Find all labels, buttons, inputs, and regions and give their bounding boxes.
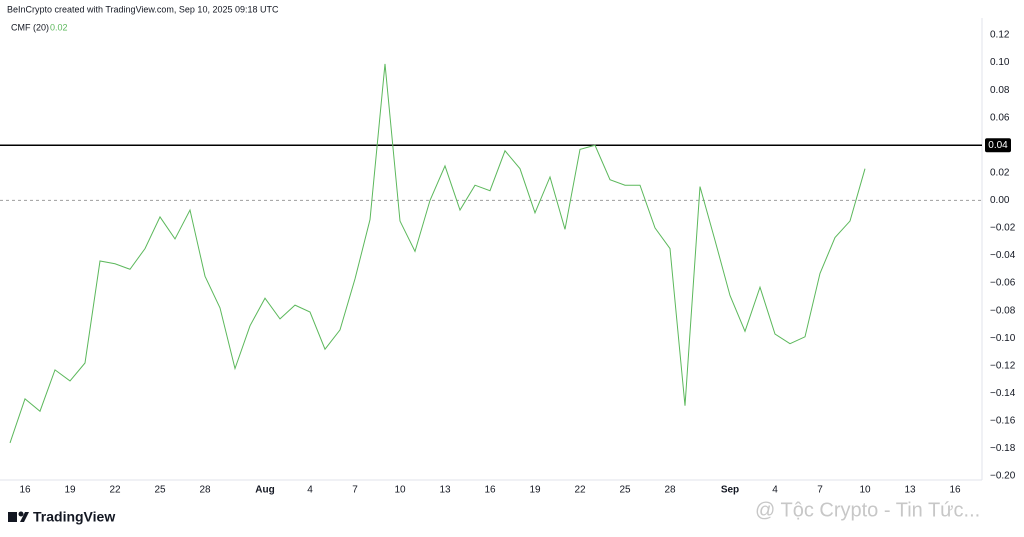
y-tick-label: −0.16 [990, 416, 1016, 427]
x-tick-label: 25 [619, 485, 631, 496]
x-tick-label: 16 [19, 485, 31, 496]
cmf-line [9, 63, 866, 444]
x-tick-label: 13 [904, 485, 916, 496]
x-tick-label: 28 [199, 485, 211, 496]
x-tick-label: 22 [574, 485, 586, 496]
y-tick-label: −0.18 [990, 443, 1016, 454]
x-tick-label: 19 [64, 485, 76, 496]
logo: TradingView [8, 509, 115, 525]
x-tick-label: 25 [154, 485, 166, 496]
header: BeInCrypto created with TradingView.com,… [7, 4, 279, 14]
logo-text: TradingView [33, 509, 115, 525]
x-tick-label: 16 [484, 485, 496, 496]
y-tick-label: 0.00 [990, 195, 1010, 206]
x-tick-label: 10 [859, 485, 871, 496]
y-tick-label: −0.20 [990, 471, 1016, 482]
y-tick-label: −0.10 [990, 333, 1016, 344]
level-label: 0.04 [988, 140, 1008, 151]
legend-name: CMF (20) [11, 22, 49, 32]
x-tick-label: 4 [307, 485, 313, 496]
x-tick-label: 19 [529, 485, 541, 496]
y-tick-label: 0.12 [990, 30, 1010, 41]
legend-value: 0.02 [50, 22, 68, 32]
x-tick-label: 22 [109, 485, 121, 496]
x-tick-label: Sep [721, 485, 739, 496]
x-tick-label: 13 [439, 485, 451, 496]
watermark: @ Tộc Crypto - Tin Tức... [755, 499, 980, 521]
y-tick-label: 0.08 [990, 85, 1010, 96]
x-tick-label: 16 [949, 485, 961, 496]
x-tick-label: 4 [772, 485, 778, 496]
y-tick-label: −0.12 [990, 360, 1016, 371]
x-tick-label: 10 [394, 485, 406, 496]
y-tick-label: −0.14 [990, 388, 1016, 399]
y-tick-label: −0.02 [990, 223, 1016, 234]
x-tick-label: 28 [664, 485, 676, 496]
y-tick-label: −0.04 [990, 250, 1016, 261]
y-tick-label: 0.02 [990, 167, 1010, 178]
x-tick-label: Aug [255, 485, 274, 496]
y-tick-label: 0.06 [990, 112, 1010, 123]
x-tick-label: 7 [817, 485, 823, 496]
y-tick-label: −0.08 [990, 305, 1016, 316]
y-tick-label: −0.06 [990, 278, 1016, 289]
y-tick-label: 0.10 [990, 57, 1010, 68]
x-tick-label: 7 [352, 485, 358, 496]
level-label-box [985, 138, 1011, 153]
